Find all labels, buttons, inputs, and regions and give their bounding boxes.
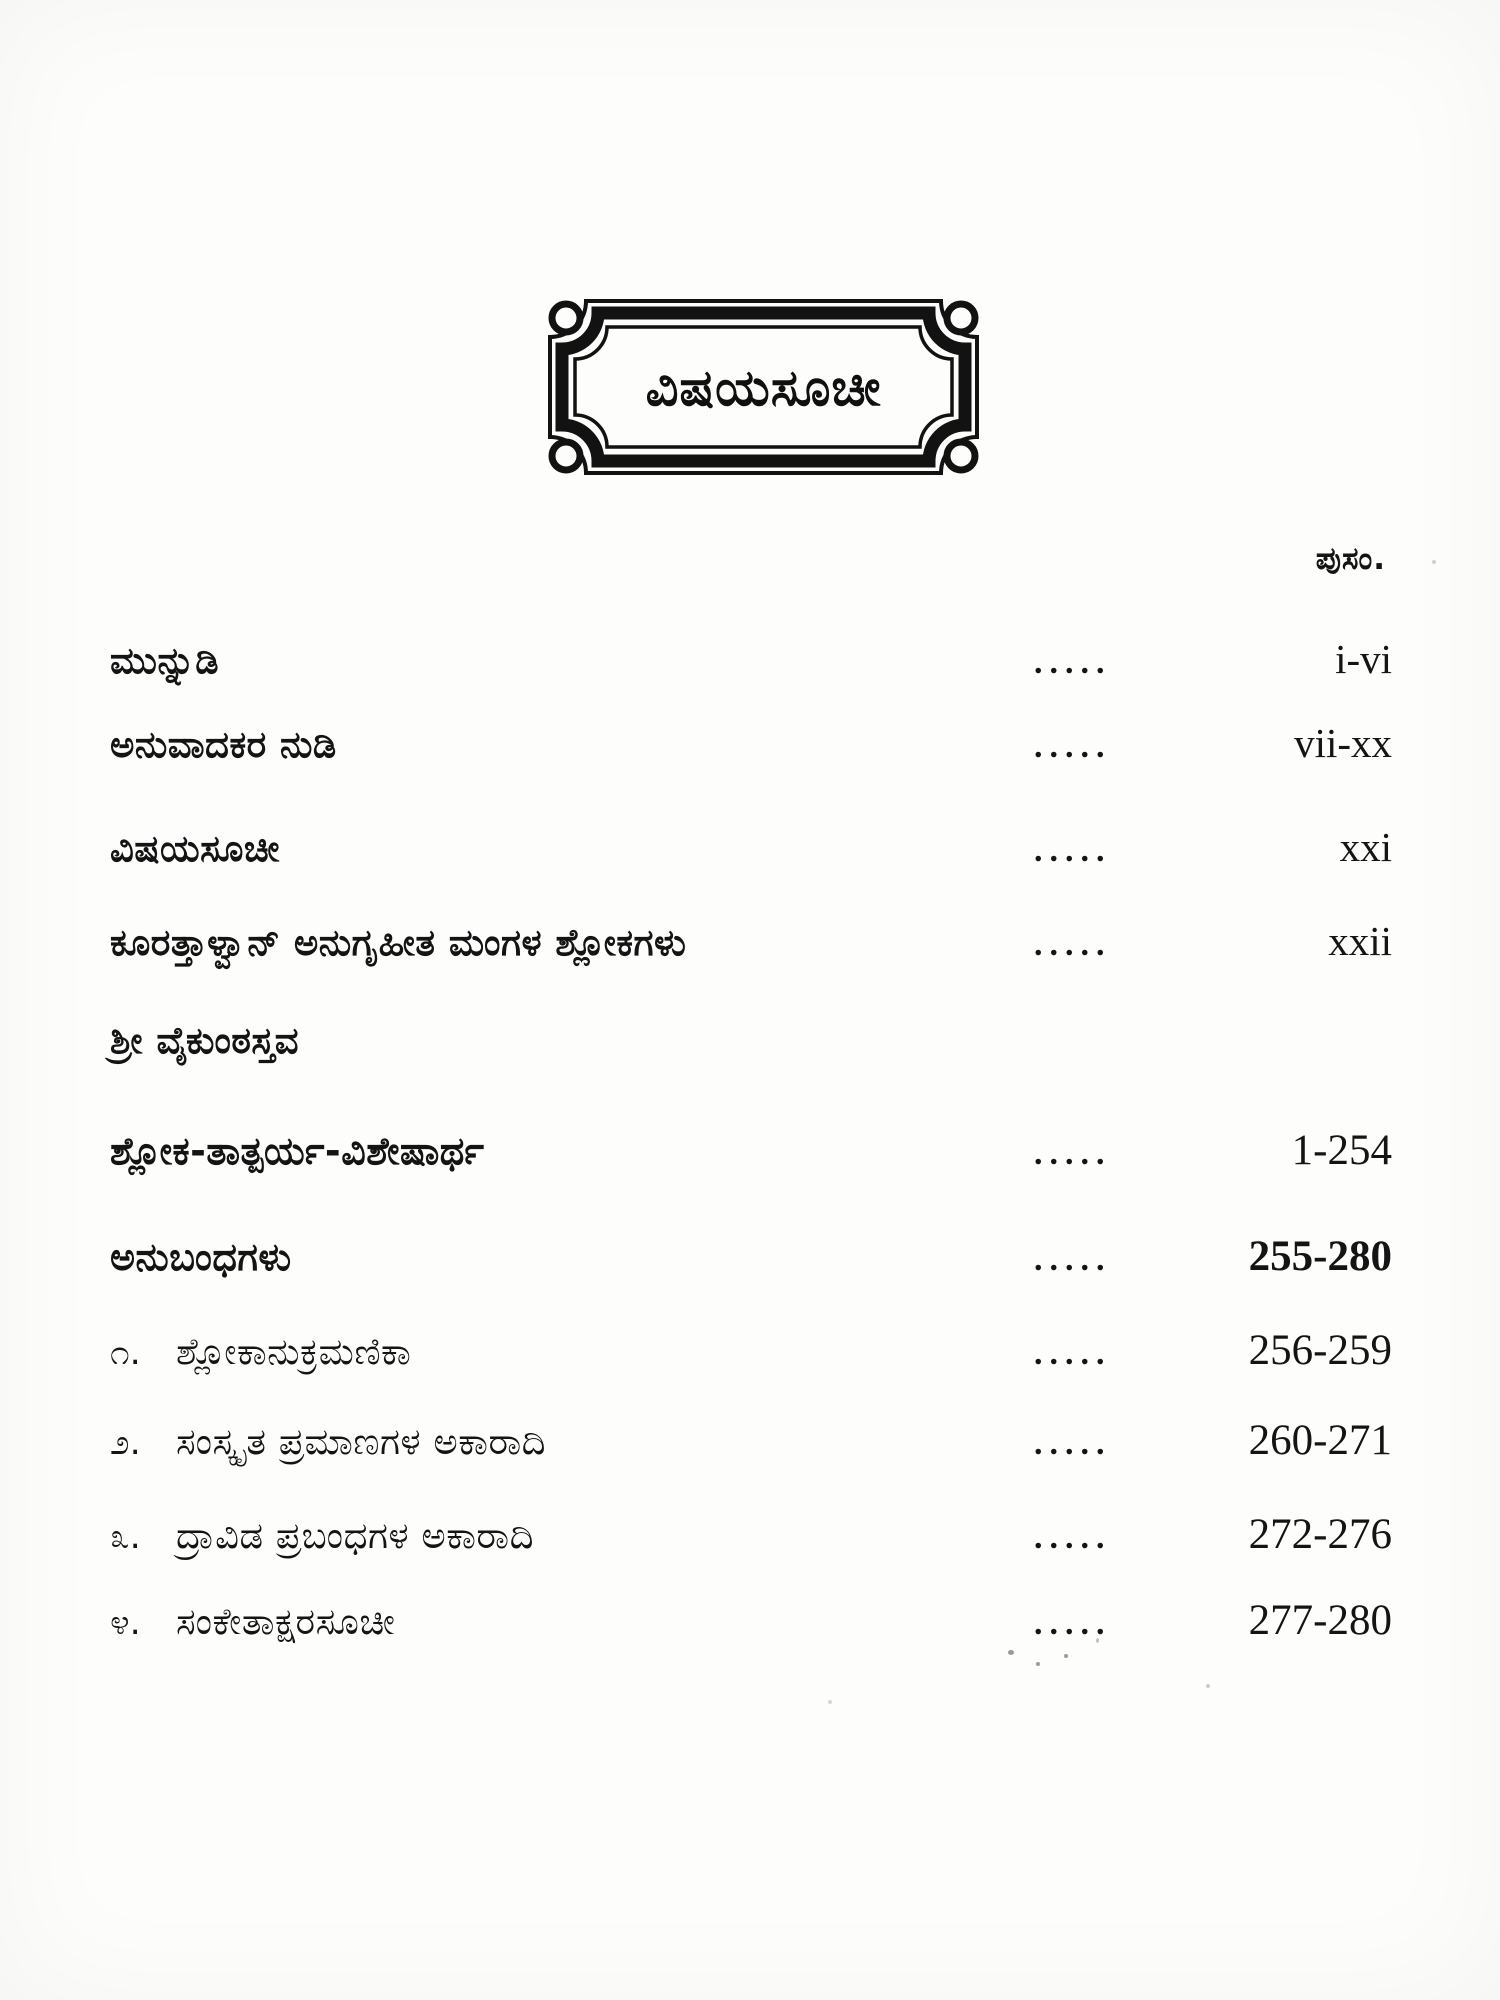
toc-row: ಅನುಬಂಧಗಳು ..... 255-280 (110, 1232, 1392, 1281)
toc-row: ಅನುವಾದಕರ ನುಡಿ ..... vii-xx (110, 720, 1392, 767)
leader-dots: ..... (1034, 1605, 1112, 1642)
plaque-frame-ornament (548, 299, 979, 475)
page-range: vii-xx (1294, 720, 1392, 766)
entry-label: ಕೂರತ್ತಾಳ್ವಾನ್ ಅನುಗೃಹೀತ ಮಂಗಳ ಶ್ಲೋಕಗಳು (110, 921, 687, 964)
leader-dots: ..... (1034, 1135, 1112, 1172)
page-range: 1-254 (1291, 1127, 1392, 1174)
entry-label: ಅನುವಾದಕರ ನುಡಿ (110, 723, 337, 766)
entry-number: ೨. (110, 1423, 141, 1463)
entry-label: ವಿಷಯಸೂಚೀ (110, 827, 280, 870)
entry-label: ಶ್ಲೋಕಾನುಕ್ರಮಣಿಕಾ (176, 1330, 412, 1373)
scan-speck (1036, 1662, 1040, 1666)
leader-dots: ..... (1034, 1425, 1112, 1462)
toc-row: ವಿಷಯಸೂಚೀ ..... xxi (110, 824, 1392, 871)
page-range: xxi (1339, 824, 1392, 870)
leader-dots: ..... (1034, 1241, 1112, 1278)
page-number-column-header: ಪುಸಂ. (1315, 541, 1386, 577)
entry-number: ೧. (110, 1333, 141, 1373)
toc-row: ಮುನ್ನುಡಿ ..... i-vi (110, 636, 1392, 683)
page-title: ವಿಷಯಸೂಚೀ (645, 359, 882, 418)
scan-speck (1096, 1638, 1099, 1643)
leader-dots: ..... (1034, 1335, 1112, 1372)
leader-dots: ..... (1034, 926, 1112, 963)
entry-label: ಅನುಬಂಧಗಳು (110, 1235, 292, 1279)
entry-number: ೩. (110, 1517, 141, 1557)
entry-label: ಸಂಕೇತಾಕ್ಷರಸೂಚೀ (176, 1600, 396, 1643)
toc-row: ೧. ಶ್ಲೋಕಾನುಕ್ರಮಣಿಕಾ ..... 256-259 (110, 1326, 1392, 1375)
leader-dots: ..... (1034, 1519, 1112, 1556)
entry-label: ಮುನ್ನುಡಿ (110, 639, 220, 682)
page-range: i-vi (1335, 636, 1392, 682)
page-range: 277-280 (1248, 1597, 1392, 1644)
toc-row: ೪. ಸಂಕೇತಾಕ್ಷರಸೂಚೀ ..... 277-280 (110, 1596, 1392, 1645)
entry-label: ಸಂಸ್ಕೃತ ಪ್ರಮಾಣಗಳ ಅಕಾರಾದಿ (176, 1420, 547, 1463)
entry-label: ಶ್ರೀ ವೈಕುಂಠಸ್ತವ (110, 1019, 299, 1062)
page-range: 255-280 (1248, 1233, 1392, 1280)
toc-row: ಶ್ಲೋಕ-ತಾತ್ಪರ್ಯ-ವಿಶೇಷಾರ್ಥ ..... 1-254 (110, 1126, 1392, 1175)
toc-row: ಕೂರತ್ತಾಳ್ವಾನ್ ಅನುಗೃಹೀತ ಮಂಗಳ ಶ್ಲೋಕಗಳು ...… (110, 918, 1392, 965)
page-range: 260-271 (1248, 1417, 1392, 1464)
entry-label: ದ್ರಾವಿಡ ಪ್ರಬಂಧಗಳ ಅಕಾರಾದಿ (176, 1514, 534, 1557)
page-range: 256-259 (1248, 1327, 1392, 1374)
title-plaque: ವಿಷಯಸೂಚೀ (545, 296, 982, 478)
scan-speck (1008, 1650, 1014, 1655)
toc-row: ೩. ದ್ರಾವಿಡ ಪ್ರಬಂಧಗಳ ಅಕಾರಾದಿ ..... 272-27… (110, 1510, 1392, 1559)
entry-number: ೪. (110, 1603, 141, 1643)
scan-speck (828, 1700, 832, 1704)
toc-row: ಶ್ರೀ ವೈಕುಂಠಸ್ತವ (110, 1019, 1392, 1063)
leader-dots: ..... (1034, 644, 1112, 681)
scan-speck (1206, 1684, 1210, 1688)
leader-dots: ..... (1034, 728, 1112, 765)
scan-speck (1064, 1654, 1068, 1658)
scan-speck (1432, 560, 1436, 564)
page-range: 272-276 (1248, 1511, 1392, 1558)
leader-dots: ..... (1034, 832, 1112, 869)
toc-row: ೨. ಸಂಸ್ಕೃತ ಪ್ರಮಾಣಗಳ ಅಕಾರಾದಿ ..... 260-27… (110, 1416, 1392, 1465)
entry-label: ಶ್ಲೋಕ-ತಾತ್ಪರ್ಯ-ವಿಶೇಷಾರ್ಥ (110, 1129, 485, 1173)
page-range: xxii (1328, 918, 1392, 964)
